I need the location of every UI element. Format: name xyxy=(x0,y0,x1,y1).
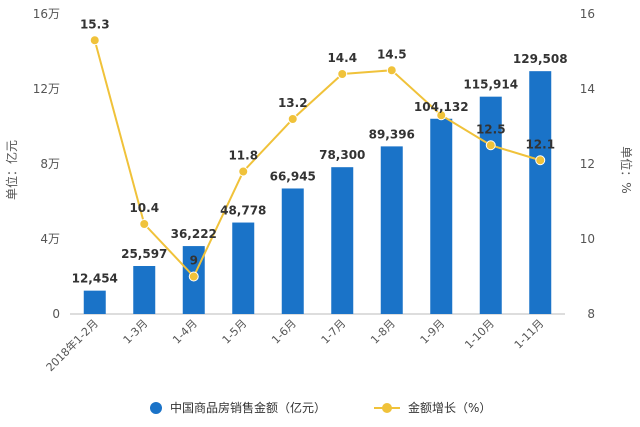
legend-label-growth: 金额增长（%） xyxy=(408,401,492,415)
y-left-tick-label: 4万 xyxy=(40,232,60,246)
line-data-label: 10.4 xyxy=(129,201,159,215)
x-tick-label: 1-7月 xyxy=(319,317,349,347)
line-data-label: 9 xyxy=(190,254,198,268)
bar xyxy=(232,222,255,314)
x-tick-label: 1-3月 xyxy=(121,317,151,347)
line-data-label: 11.8 xyxy=(228,149,258,163)
x-tick-label: 1-4月 xyxy=(170,317,200,347)
y-right-tick-label: 12 xyxy=(580,157,595,171)
x-tick-label: 1-11月 xyxy=(512,317,547,352)
line-point xyxy=(337,69,348,79)
bar-data-label: 78,300 xyxy=(319,148,365,162)
legend: 中国商品房销售金额（亿元） 金额增长（%） xyxy=(150,399,491,416)
bar-data-label: 25,597 xyxy=(121,247,167,261)
y-right-axis-title: 单位：% xyxy=(619,146,634,193)
bar-data-label: 48,778 xyxy=(220,204,266,218)
line-point xyxy=(238,166,249,177)
line-series xyxy=(89,35,546,282)
line-data-label: 12.1 xyxy=(525,137,555,151)
y-right-tick-label: 8 xyxy=(587,307,595,321)
bar xyxy=(380,146,403,314)
bar-data-label: 104,132 xyxy=(414,100,469,114)
line-data-label: 13.2 xyxy=(278,96,308,110)
growth-line xyxy=(93,39,541,279)
x-tick-label: 1-8月 xyxy=(368,317,398,347)
y-left-axis-title: 单位：亿元 xyxy=(4,140,19,200)
line-point xyxy=(139,219,150,229)
bar xyxy=(430,118,453,314)
legend-swatch-bar xyxy=(150,401,162,414)
x-tick-label: 1-10月 xyxy=(462,317,497,352)
y-left-tick-label: 12万 xyxy=(33,82,60,96)
line-point xyxy=(436,110,447,121)
line-data-label: 15.3 xyxy=(80,17,110,31)
bar-series xyxy=(83,71,552,314)
legend-label-sales: 中国商品房销售金额（亿元） xyxy=(170,401,327,415)
line-point xyxy=(287,114,298,124)
y-right-tick-label: 14 xyxy=(580,82,595,96)
bar xyxy=(133,266,156,314)
legend-item-sales: 中国商品房销售金额（亿元） xyxy=(150,399,326,416)
x-tick-label: 1-6月 xyxy=(269,317,299,347)
x-tick-label: 2018年1-2月 xyxy=(43,316,101,374)
legend-swatch-line xyxy=(374,402,401,414)
y-left-tick-label: 0 xyxy=(52,307,60,321)
bar-data-label: 12,454 xyxy=(72,272,118,286)
bar xyxy=(479,96,502,314)
bar xyxy=(281,188,304,314)
bar-data-label: 115,914 xyxy=(463,78,518,92)
line-point xyxy=(188,271,199,282)
y-right-tick-label: 16 xyxy=(580,7,595,21)
bar-data-label: 36,222 xyxy=(171,227,217,241)
y-left-tick-label: 16万 xyxy=(33,7,60,21)
bar xyxy=(83,290,106,314)
line-data-label: 14.4 xyxy=(327,51,357,65)
line-point xyxy=(535,155,546,166)
y-right-tick-label: 10 xyxy=(580,232,595,246)
line-point xyxy=(89,35,100,46)
bar xyxy=(331,167,354,314)
bar-data-label: 66,945 xyxy=(270,169,316,183)
line-data-label: 12.5 xyxy=(476,122,506,136)
bar xyxy=(529,71,552,314)
tick-labels: 0 4万 8万 12万 16万 8 10 12 14 16 2018年1-2月 1-3月 1-4月 1-5… xyxy=(33,7,595,374)
x-tick-label: 1-5月 xyxy=(220,317,250,347)
legend-item-growth: 金额增长（%） xyxy=(374,399,491,416)
line-point xyxy=(485,140,496,151)
x-tick-label: 1-9月 xyxy=(418,317,448,347)
y-left-tick-label: 8万 xyxy=(40,157,60,171)
bar-data-label: 89,396 xyxy=(369,127,415,141)
line-data-label: 14.5 xyxy=(377,47,407,61)
line-point xyxy=(386,65,397,76)
bar-data-label: 129,508 xyxy=(513,52,568,66)
